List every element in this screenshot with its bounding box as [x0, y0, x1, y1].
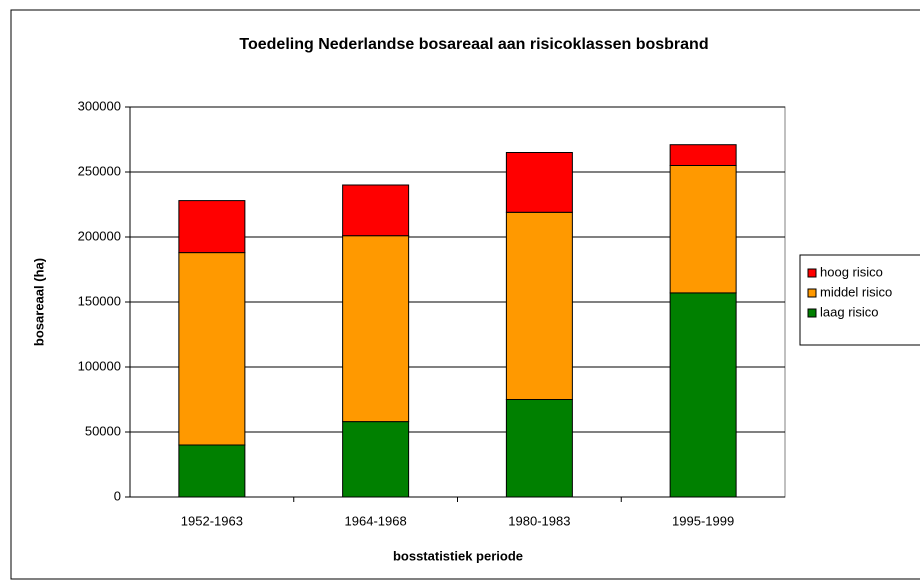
x-tick-label: 1980-1983	[508, 513, 570, 528]
bar-segment	[342, 235, 410, 423]
bar-segment	[178, 200, 246, 254]
y-tick-label: 250000	[78, 163, 121, 178]
y-axis-label: bosareaal (ha)	[31, 258, 46, 346]
x-tick-label: 1995-1999	[672, 513, 734, 528]
legend-label: middel risico	[820, 284, 892, 299]
bar-segment	[669, 144, 737, 166]
bar-segment	[505, 152, 573, 213]
legend-swatch	[807, 268, 817, 278]
y-tick-label: 50000	[85, 423, 121, 438]
chart-title: Toedeling Nederlandse bosareaal aan risi…	[239, 36, 708, 53]
bar-segment	[505, 399, 573, 498]
bar-segment	[342, 421, 410, 498]
bar-segment	[178, 444, 246, 498]
y-tick-label: 150000	[78, 293, 121, 308]
bar-segment	[505, 211, 573, 400]
bar-segment	[669, 165, 737, 294]
bar-segment	[669, 292, 737, 498]
y-tick-label: 0	[114, 488, 121, 503]
y-tick-label: 300000	[78, 98, 121, 113]
x-tick-label: 1952-1963	[181, 513, 243, 528]
bar-segment	[342, 184, 410, 237]
y-tick-label: 200000	[78, 228, 121, 243]
y-tick-label: 100000	[78, 358, 121, 373]
legend-label: laag risico	[820, 304, 879, 319]
legend-box	[799, 254, 920, 346]
x-axis-label: bosstatistiek periode	[393, 548, 523, 563]
x-tick-label: 1964-1968	[345, 513, 407, 528]
bar-segment	[178, 252, 246, 446]
legend-swatch	[807, 288, 817, 298]
legend-label: hoog risico	[820, 264, 883, 279]
legend-swatch	[807, 308, 817, 318]
